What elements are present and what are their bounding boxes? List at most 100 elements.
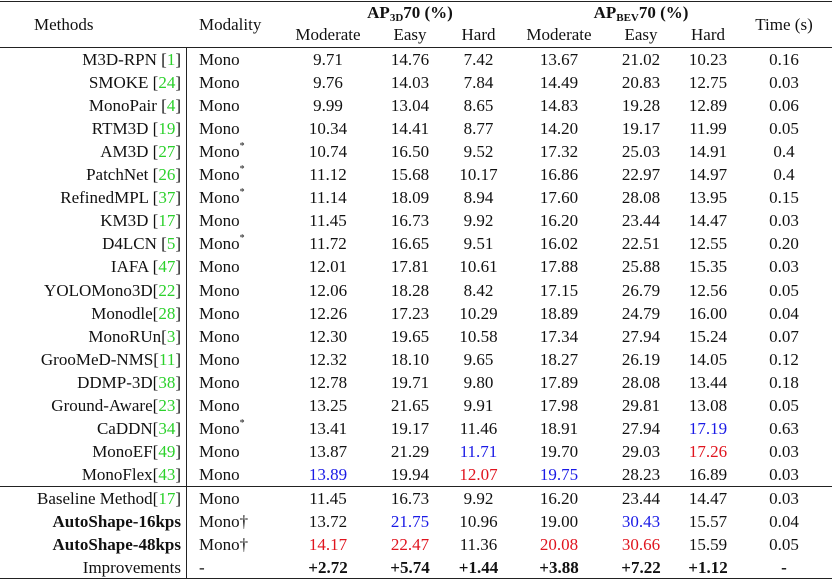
method-name: DDMP-3D [77,372,153,392]
subheader-3d-moderate: Moderate [295,25,361,44]
header-methods: Methods [34,15,94,34]
apbev-prefix: AP [593,3,617,22]
method-name: Baseline Method [36,488,153,508]
modality-value: Mono† [199,535,249,555]
value-cell-bev-moderate: 19.70 [539,441,579,461]
value-cell-bev-hard: 15.57 [688,512,728,531]
method-name: MonoEF [92,441,153,461]
method-name: CaDDN [96,418,153,438]
value-cell-3d-hard: 8.77 [463,119,494,139]
citation-link[interactable]: 43 [158,464,176,484]
value-cell-bev-hard: 12.55 [688,234,728,254]
citation-link[interactable]: 5 [166,234,176,254]
citation-link[interactable]: 24 [158,73,176,93]
value-cell-3d-easy: 19.17 [390,418,430,438]
modality-value: Mono [199,349,240,369]
value-cell-bev-moderate: 17.88 [539,257,579,277]
citation-link[interactable]: 34 [158,418,176,438]
citation-link[interactable]: 3 [166,326,176,346]
value-cell-3d-easy: 18.09 [390,188,430,208]
citation-link[interactable]: 37 [158,188,176,208]
subheader-bev-easy: Easy [624,25,658,44]
value-cell-3d-hard: 8.42 [463,280,494,300]
time-cell: 0.03 [769,257,799,277]
table-row: RefinedMPL [37] Mono* 11.14 18.09 8.94 17.60 2… [0,186,832,209]
value-cell-bev-moderate: 18.89 [539,303,579,323]
value-cell-bev-hard: 13.44 [688,372,728,392]
value-cell-3d-hard: 11.46 [459,418,498,438]
modality-value: Mono [199,464,240,484]
citation-link[interactable]: 49 [158,441,176,461]
value-cell-bev-hard: 12.89 [688,96,728,116]
table-row: MonoRUn[3] Mono 12.30 19.65 10.58 17.34 27.94 1… [0,325,832,348]
method-name: AutoShape-16kps [52,512,182,531]
citation-link[interactable]: 4 [166,96,176,116]
method-cell: MonoEF[49] [92,441,181,461]
citation-link[interactable]: 19 [158,119,176,139]
method-name: RTM3D [91,119,153,139]
value-cell-3d-easy: 16.73 [390,211,430,231]
value-cell-3d-moderate: 12.32 [308,349,348,369]
modality-value: Mono [199,326,240,346]
modality-marker: * [239,187,245,199]
citation-link[interactable]: 17 [158,488,176,508]
modality-cell: Mono [199,463,279,486]
value-cell-3d-easy: 21.75 [390,512,430,531]
citation-link[interactable]: 22 [158,280,176,300]
time-cell: 0.63 [769,418,799,438]
time-cell: 0.4 [773,165,795,185]
value-cell-bev-easy: 20.83 [621,73,661,93]
value-cell-3d-moderate: 13.72 [308,512,348,531]
modality-value: Mono [199,234,240,254]
method-cell: PatchNet [26] [86,165,181,185]
citation-link[interactable]: 28 [158,303,176,323]
method-name: Improvements [82,558,181,578]
value-cell-3d-moderate: 9.99 [313,96,343,116]
value-cell-bev-moderate: 17.98 [539,395,579,415]
citation-link[interactable]: 27 [158,142,176,162]
value-cell-3d-easy: 22.47 [390,535,430,555]
method-name: KM3D [100,211,153,231]
modality-cell: Mono [199,440,279,463]
value-cell-3d-moderate: 12.30 [308,326,348,346]
citation-link[interactable]: 26 [158,165,176,185]
time-cell: 0.03 [769,73,799,93]
citation-link[interactable]: 38 [158,372,176,392]
method-name: D4LCN [102,234,162,254]
value-cell-bev-easy: 25.03 [621,142,661,162]
value-cell-bev-easy: 22.51 [621,234,661,254]
value-cell-3d-easy: 18.10 [390,349,430,369]
modality-value: Mono [199,211,240,231]
table-row: YOLOMono3D[22] Mono 12.06 18.28 8.42 17.15 26.… [0,279,832,302]
value-cell-3d-easy: +5.74 [390,558,430,578]
citation-link[interactable]: 23 [158,395,176,415]
time-cell: 0.07 [769,326,799,346]
citation-link[interactable]: 1 [166,50,176,69]
modality-cell: Mono [199,94,279,117]
value-cell-bev-hard: 10.23 [688,50,728,69]
time-cell: 0.20 [769,234,799,254]
citation-link[interactable]: 11 [158,349,176,369]
top-rule [0,1,832,2]
value-cell-bev-easy: 28.08 [621,188,661,208]
value-cell-bev-hard: 14.47 [688,211,728,231]
modality-cell: Mono [199,209,279,232]
value-cell-bev-moderate: 17.60 [539,188,579,208]
value-cell-bev-moderate: 14.49 [539,73,579,93]
method-name: Ground-Aware [51,395,153,415]
modality-cell: Mono [199,279,279,302]
modality-value: Mono [199,303,240,323]
citation-link[interactable]: 47 [158,257,176,277]
method-name: YOLOMono3D [44,280,153,300]
mid-rule [0,486,832,487]
modality-marker: * [239,233,245,245]
value-cell-3d-moderate: 9.76 [313,73,343,93]
value-cell-3d-easy: 16.73 [390,488,430,508]
method-name: AM3D [100,142,153,162]
table-row: GrooMeD-NMS[11] Mono 12.32 18.10 9.65 18.27 26… [0,348,832,371]
modality-value: Mono [199,142,240,162]
value-cell-bev-hard: 14.47 [688,488,728,508]
citation-link[interactable]: 17 [158,211,176,231]
value-cell-3d-moderate: 12.78 [308,372,348,392]
method-name: MonoPair [88,96,162,116]
